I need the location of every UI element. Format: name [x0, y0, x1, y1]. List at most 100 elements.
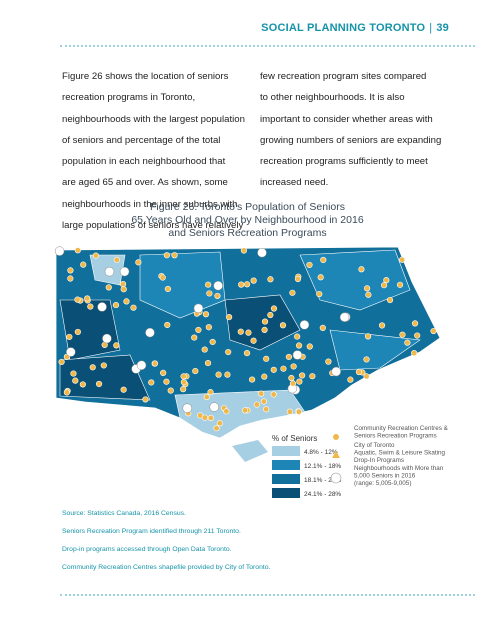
program-marker	[206, 290, 213, 297]
program-marker	[411, 350, 418, 357]
program-marker	[226, 314, 233, 321]
senior-marker	[292, 350, 303, 360]
program-marker	[355, 368, 363, 376]
district	[329, 329, 421, 371]
program-marker	[87, 303, 94, 310]
program-marker	[92, 252, 99, 259]
program-marker	[286, 408, 293, 415]
program-marker	[112, 301, 120, 309]
island	[232, 440, 268, 462]
program-marker	[159, 274, 166, 281]
program-marker	[267, 276, 274, 283]
program-marker	[289, 380, 297, 387]
program-marker	[164, 321, 171, 329]
program-marker	[267, 311, 274, 319]
program-marker	[263, 406, 270, 413]
legend-symbol-label: Seniors Recreation Programs	[354, 433, 437, 440]
program-marker	[381, 282, 388, 289]
district	[59, 354, 151, 401]
program-marker	[171, 252, 178, 259]
senior-marker	[66, 347, 76, 357]
body-line: large populations of seniors have relati…	[62, 220, 244, 232]
program-marker	[295, 342, 303, 349]
senior-marker	[299, 320, 310, 330]
legend-icon	[332, 433, 340, 441]
program-marker	[363, 373, 370, 380]
program-marker	[215, 371, 222, 378]
legend-symbol-label: Community Recreation Centres &	[354, 425, 449, 432]
figure-title-line: 65 Years Old and Over by Neighbourhood i…	[131, 214, 364, 226]
program-marker	[151, 360, 159, 367]
program-marker	[148, 379, 155, 386]
program-marker	[294, 333, 301, 340]
right-column: few recreation program sites compared to …	[260, 66, 441, 194]
program-marker	[67, 275, 74, 282]
program-marker	[317, 274, 324, 281]
program-marker	[163, 252, 170, 259]
body-line: important to consider whether areas with	[260, 113, 433, 125]
program-marker	[74, 296, 81, 303]
program-marker	[213, 425, 220, 432]
program-marker	[306, 343, 313, 350]
program-marker	[289, 289, 296, 296]
program-marker	[142, 396, 149, 403]
header-title: SOCIAL PLANNING TORONTO	[261, 22, 426, 34]
program-marker	[320, 256, 327, 264]
program-marker	[363, 356, 370, 363]
senior-marker	[145, 327, 155, 338]
program-marker	[80, 261, 87, 268]
legend-icon	[332, 451, 340, 458]
program-marker	[74, 247, 81, 254]
senior-marker	[102, 333, 112, 344]
program-marker	[258, 390, 265, 397]
downtown	[174, 389, 306, 439]
program-marker	[250, 277, 257, 284]
program-marker	[191, 334, 198, 341]
program-marker	[296, 378, 303, 385]
legend-symbols: Community Recreation Centres &Seniors Re…	[354, 425, 449, 487]
running-header: SOCIAL PLANNING TORONTO | 39	[257, 22, 449, 34]
body-line: growing numbers of seniors are expanding	[260, 134, 442, 146]
program-marker	[347, 376, 354, 383]
senior-marker	[182, 403, 193, 413]
legend-range: 12.1% - 18%	[304, 463, 341, 470]
divider	[60, 45, 475, 47]
program-marker	[279, 322, 287, 329]
program-marker	[120, 386, 127, 393]
program-marker	[325, 358, 332, 365]
program-marker	[192, 367, 199, 375]
legend-symbol-label: Aquatic, Swim & Leisure Skating	[354, 450, 445, 457]
senior-marker	[136, 360, 147, 370]
program-marker	[309, 373, 316, 380]
body-line: to other neighbourhoods. It is also	[260, 92, 405, 104]
body-line: Figure 26 shows the location of seniors	[62, 71, 229, 82]
legend-ranges: 4.8% - 12% 12.1% - 18% 18.1% - 24% 24.1% - …	[272, 446, 341, 498]
program-marker	[224, 371, 231, 378]
program-marker	[378, 322, 386, 329]
legend-swatch	[272, 474, 300, 484]
senior-marker	[331, 366, 341, 377]
body-line: neighbourhoods with the largest populati…	[62, 113, 245, 125]
sources: Source: Statistics Canada, 2016 Census. S…	[62, 505, 270, 577]
program-marker	[202, 311, 210, 318]
program-marker	[95, 380, 103, 388]
program-marker	[299, 372, 306, 379]
program-marker	[164, 285, 172, 293]
program-marker	[63, 389, 70, 396]
legend-swatch	[272, 446, 300, 456]
program-marker	[295, 408, 303, 415]
program-marker	[260, 398, 267, 405]
program-marker	[430, 327, 437, 335]
body-line: increased need.	[260, 177, 329, 189]
source-line: Seniors Recreation Program identified th…	[62, 528, 241, 535]
figure-title-line: Figure 26. Toronto's Population of Senio…	[149, 201, 345, 213]
program-marker	[180, 379, 187, 386]
legend-symbol-label: Drop-In Programs	[354, 457, 404, 464]
legend-range: 4.8% - 12%	[304, 449, 338, 456]
program-marker	[214, 292, 221, 300]
program-markers	[54, 246, 437, 432]
senior-marker	[104, 266, 115, 277]
program-marker	[105, 284, 112, 291]
program-marker	[203, 393, 210, 401]
body-line: few recreation program sites compared	[260, 71, 427, 82]
